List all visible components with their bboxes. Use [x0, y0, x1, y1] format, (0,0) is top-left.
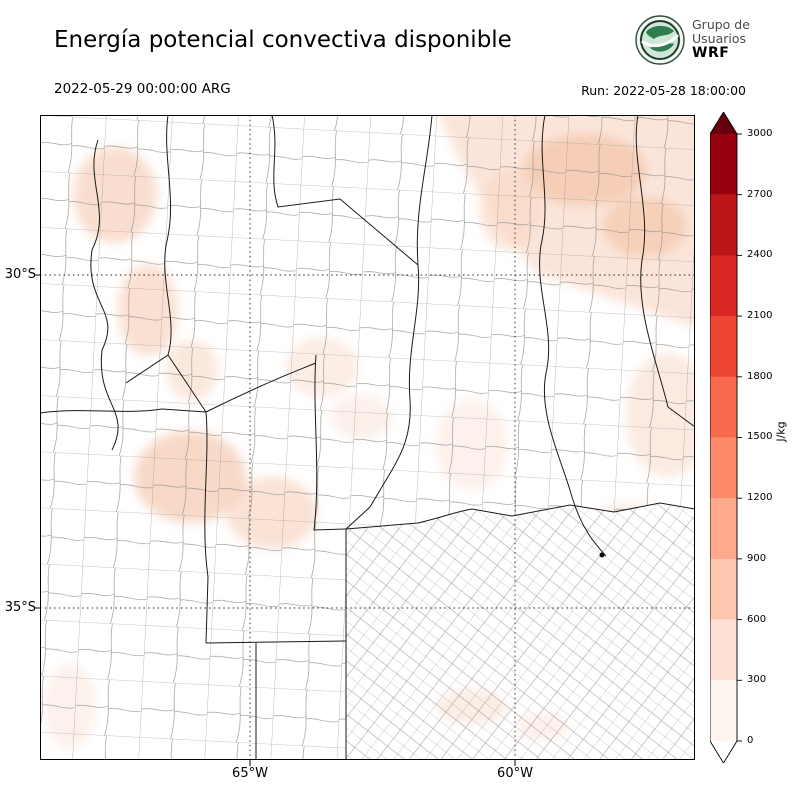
colorbar-segment — [710, 619, 737, 681]
lat-label-35s: 35°S — [4, 600, 36, 615]
colorbar-tick-label: 2100 — [747, 310, 773, 321]
colorbar-under-arrow — [710, 741, 737, 763]
province-boundaries — [40, 115, 695, 760]
colorbar-tick-label: 900 — [747, 553, 767, 564]
colorbar-tick-label: 3000 — [747, 128, 773, 139]
colorbar-segment — [710, 134, 737, 195]
colorbar-tick-label: 600 — [747, 614, 767, 625]
valid-time-label: 2022-05-29 00:00:00 ARG — [54, 81, 231, 97]
wrf-logo: Grupo de Usuarios WRF — [634, 14, 750, 66]
axis-ticks — [34, 274, 516, 766]
colorbar-tick-label: 1200 — [747, 492, 773, 503]
colorbar-segment — [710, 680, 737, 741]
colorbar-tick-marks — [737, 133, 742, 742]
map-frame — [40, 115, 695, 760]
colorbar-segment — [710, 316, 737, 377]
run-time-label: Run: 2022-05-28 18:00:00 — [581, 83, 746, 98]
colorbar-unit-label: J/kg — [774, 421, 788, 442]
page-title: Energía potencial convectiva disponible — [54, 27, 512, 53]
colorbar-tick-label: 2700 — [747, 189, 773, 200]
logo-text: Grupo de Usuarios WRF — [692, 18, 750, 62]
colorbar-segment — [710, 558, 737, 620]
colorbar-segment — [710, 498, 737, 560]
lon-label-65w: 65°W — [232, 766, 268, 781]
colorbar — [710, 112, 742, 763]
globe-icon — [635, 15, 685, 65]
logo-line-1: Grupo de — [692, 17, 750, 33]
map-area — [34, 115, 695, 766]
colorbar-segment — [710, 255, 737, 317]
graticule — [40, 115, 695, 760]
buenos-aires-region — [346, 503, 695, 760]
logo-line-3: WRF — [692, 45, 730, 62]
colorbar-tick-label: 1800 — [747, 371, 773, 382]
map-plot — [34, 115, 695, 766]
colorbar-over-arrow — [710, 112, 737, 134]
lat-label-30s: 30°S — [4, 267, 36, 282]
logo-line-2: Usuarios — [692, 31, 747, 47]
colorbar-tick-label: 2400 — [747, 249, 773, 260]
colorbar-tick-label: 1500 — [747, 431, 773, 442]
colorbar-segment — [710, 437, 737, 499]
colorbar-tick-label: 0 — [747, 735, 754, 746]
buenos-aires-city-marker — [599, 552, 605, 558]
lon-label-60w: 60°W — [497, 766, 533, 781]
colorbar-segment — [710, 376, 737, 438]
colorbar-segment — [710, 194, 737, 256]
colorbar-tick-label: 300 — [747, 674, 767, 685]
